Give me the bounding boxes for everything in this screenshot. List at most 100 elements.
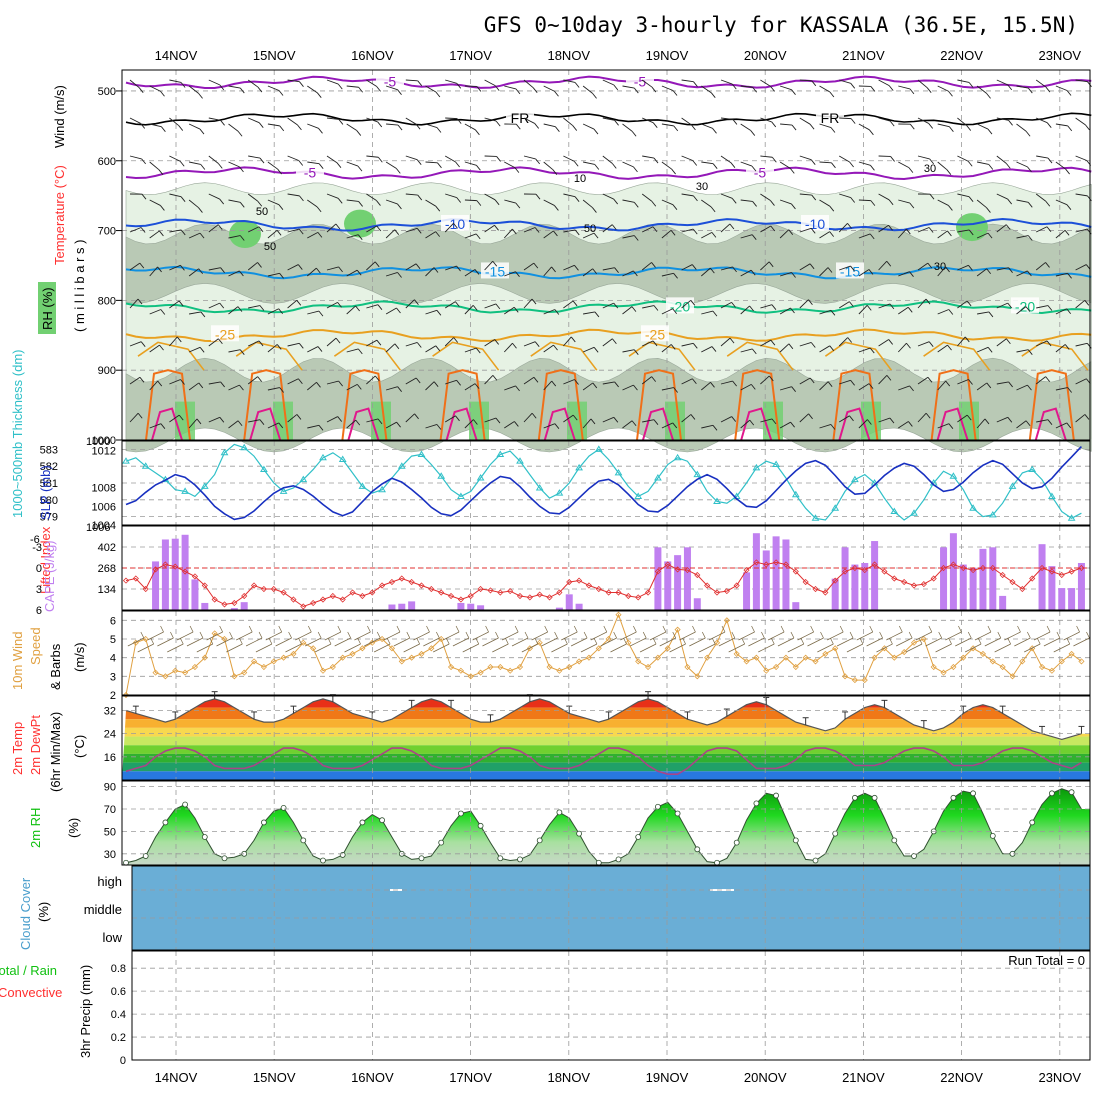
wind-barb [287, 414, 298, 423]
lifted-index-point [1068, 568, 1075, 575]
wind-barb [188, 268, 199, 277]
wind-barb [779, 229, 790, 239]
wind10m-barb-flag [672, 631, 677, 639]
rh2m-point [989, 832, 996, 839]
wind-barb-flag [613, 417, 619, 423]
wind-barb [720, 223, 731, 233]
wind-barb-flag [967, 160, 973, 167]
wind10m-barb-flag [987, 625, 992, 633]
wind10m-barb [413, 631, 430, 641]
wind-barb [366, 375, 376, 385]
wind-barb-flag [829, 345, 835, 352]
contour-label-bg [506, 108, 534, 125]
wind-barb-flag [278, 308, 284, 315]
wind-barb-flag [693, 81, 698, 87]
wind-barb-flag [791, 386, 796, 392]
wind10m-barb-flag [682, 637, 686, 645]
bottom-date-14NOV: 14NOV [155, 1070, 198, 1085]
wind10m-barb [1004, 631, 1021, 641]
lifted-index-point [231, 599, 238, 607]
ylabel-thickness: 1000~500mb Thickness (dm) [10, 350, 25, 519]
wind-barb-flag [237, 420, 243, 427]
wind10m-barb [245, 637, 263, 647]
wind10m-barb-flag [376, 631, 381, 639]
wind-barb-flag [652, 340, 658, 347]
wind10m-speed-point [457, 667, 464, 674]
wind-barb [937, 123, 950, 128]
wind-barb [779, 85, 792, 91]
wind10m-barb [866, 637, 883, 647]
wind-barb-flag [711, 232, 717, 238]
wind10m-barb-flag [465, 631, 470, 639]
lifted-index-point [477, 585, 484, 593]
rh-contour-label-5: 30 [934, 261, 946, 273]
wind-barb-flag [299, 195, 304, 202]
wind-barb [1075, 228, 1088, 233]
wind10m-speed-point [704, 654, 711, 661]
li-tick--3: -3 [32, 542, 42, 554]
wind-barb [976, 199, 987, 208]
wind-barb [228, 349, 241, 353]
wind-barb-flag [633, 235, 639, 241]
thickness-point [378, 485, 386, 493]
wind-barb-flag [987, 128, 993, 135]
wind-barb [799, 155, 812, 161]
wind10m-barb-flag [741, 637, 746, 645]
wind-barb [740, 199, 753, 202]
wind-barb-flag [907, 307, 913, 313]
wind10m-speed-point [989, 658, 996, 665]
wind-barb-flag [925, 412, 931, 419]
wind-barb [799, 413, 809, 423]
wind-barb [898, 306, 909, 315]
wind-barb-flag [751, 348, 757, 355]
wind-barb [425, 424, 438, 429]
wind-barb-flag [338, 380, 343, 387]
wind-barb-flag [751, 234, 757, 240]
wind-barb-flag [968, 265, 973, 271]
surface-loop-magenta [740, 407, 773, 441]
cape-bar [762, 550, 770, 610]
wind-barb [543, 266, 552, 277]
lifted-index-point [684, 567, 691, 574]
wind-barb [346, 383, 358, 391]
cloud-level-middle: middle [84, 902, 122, 917]
wind-barb-flag [337, 198, 343, 204]
wind10m-barb-flag [642, 631, 647, 639]
wind-barb [464, 123, 476, 131]
rh2m-point [457, 810, 464, 817]
wind-barb-flag [968, 379, 973, 385]
pressure-tick-900: 900 [98, 365, 116, 377]
precip-tick-0.2: 0.2 [111, 1032, 126, 1044]
surface-loop-orange [439, 369, 486, 441]
wind-barb-flag [651, 86, 657, 93]
wind10m-barb [442, 631, 460, 641]
wind-barb [228, 235, 241, 239]
wind10m-barb-flag [751, 625, 755, 633]
wind10m-speed-point [644, 663, 652, 671]
wind10m-barb-flag [1046, 625, 1051, 633]
wind-barb [1035, 262, 1046, 271]
wind-barb [760, 304, 773, 309]
rh2m-tick-30: 30 [104, 849, 116, 861]
wind-barb-flag [849, 161, 854, 168]
wind-barb [307, 231, 319, 239]
wind-barb [878, 117, 891, 122]
lifted-index-point [428, 585, 435, 593]
wind10m-barb-flag [780, 625, 785, 633]
wind-barb-flag [614, 120, 619, 126]
wind10m-barb [482, 637, 499, 647]
lifted-index-point [871, 561, 878, 568]
wind-barb [129, 376, 141, 385]
li-tick-3: 3 [36, 584, 42, 596]
wind10m-speed-point [319, 667, 327, 674]
wind-barb [1036, 155, 1049, 159]
wind-barb-flag [494, 85, 500, 91]
wind-barb-flag [417, 194, 423, 201]
wind-barb-flag [611, 163, 617, 169]
thickness-point [555, 489, 564, 496]
wind10m-barb [492, 643, 509, 653]
wind-barb [819, 267, 829, 277]
slp-bottom-tick: 1006 [86, 522, 110, 534]
wind10m-tick-6: 6 [110, 615, 116, 627]
wind10m-speed-point [172, 667, 179, 674]
